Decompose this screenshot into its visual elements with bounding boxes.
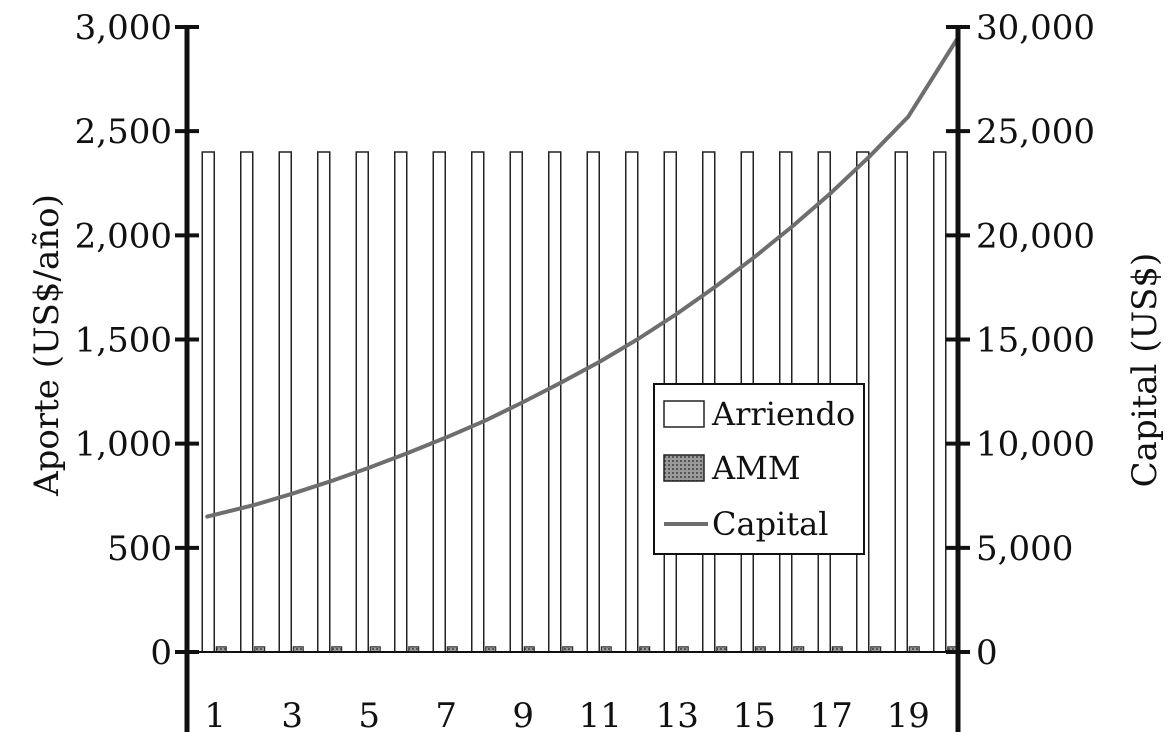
y-left-tick-label: 1,500	[75, 321, 172, 361]
capital-point	[868, 154, 872, 158]
y-right-axis-title: Capital (US$)	[1125, 253, 1165, 488]
x-tick-label: 19	[887, 696, 930, 732]
capital-line-group	[205, 37, 959, 519]
bar-arriendo	[394, 151, 408, 653]
y-right-tick-label: 20,000	[976, 216, 1095, 256]
legend-label-amm: AMM	[711, 449, 801, 487]
bar-arriendo	[240, 151, 254, 653]
axes-group	[175, 25, 970, 732]
legend-label-capital: Capital	[712, 505, 828, 543]
x-tick-label: 5	[358, 696, 380, 732]
bar-arriendo	[471, 151, 485, 653]
legend-label-arriendo: Arriendo	[711, 395, 855, 433]
capital-point	[252, 503, 256, 507]
bar-arriendo	[894, 151, 908, 653]
y-left-tick-label: 3,000	[75, 8, 172, 48]
capital-point	[290, 492, 294, 496]
legend-swatch-arriendo	[663, 400, 705, 428]
bar-arriendo	[201, 151, 215, 653]
y-left-tick-label: 500	[107, 529, 172, 569]
capital-point	[791, 224, 795, 228]
bar-arriendo	[432, 151, 446, 653]
capital-point	[406, 451, 410, 455]
bar-arriendo	[548, 151, 562, 653]
x-tick-label: 15	[733, 696, 776, 732]
y-left-tick-label: 1,000	[75, 425, 172, 465]
bar-arriendo	[317, 151, 331, 653]
capital-point	[906, 115, 910, 119]
x-tick-label: 1	[204, 696, 226, 732]
x-tick-label: 13	[656, 696, 699, 732]
y-right-tick-label: 25,000	[976, 112, 1095, 152]
y-right-tick-label: 30,000	[976, 8, 1095, 48]
capital-point	[521, 400, 525, 404]
bar-arriendo	[355, 151, 369, 653]
y-left-tick-label: 2,000	[75, 216, 172, 256]
y-right-tick-label: 0	[976, 633, 998, 673]
capital-point	[675, 311, 679, 315]
capital-point	[483, 419, 487, 423]
bar-arriendo	[278, 151, 292, 653]
x-tick-label: 9	[512, 696, 534, 732]
capital-point	[560, 380, 564, 384]
legend-swatch-amm	[663, 454, 705, 482]
capital-point	[637, 336, 641, 340]
y-left-tick-label: 0	[150, 633, 172, 673]
x-tick-label: 3	[281, 696, 303, 732]
capital-line	[205, 37, 959, 519]
capital-point	[829, 191, 833, 195]
bar-arriendo	[933, 151, 947, 653]
bar-arriendo	[625, 151, 639, 653]
y-right-tick-label: 15,000	[976, 321, 1095, 361]
capital-point	[444, 435, 448, 439]
x-tick-label: 17	[810, 696, 853, 732]
capital-point	[598, 359, 602, 363]
capital-point	[329, 479, 333, 483]
y-right-tick-label: 10,000	[976, 425, 1095, 465]
x-tick-label: 11	[579, 696, 622, 732]
y-right-tick-label: 5,000	[976, 529, 1073, 569]
capital-point	[367, 466, 371, 470]
capital-point	[714, 284, 718, 288]
capital-point	[752, 255, 756, 259]
tick-labels-group: 0 500 1,000 1,500 2,000 2,500 3,000 0 5,000 10,00…	[75, 8, 1095, 732]
capital-point	[205, 515, 209, 519]
legend: Arriendo AMM Capital	[653, 383, 865, 555]
bar-arriendo	[586, 151, 600, 653]
y-left-tick-label: 2,500	[75, 112, 172, 152]
y-left-axis-title: Aporte (US$/año)	[27, 194, 67, 497]
x-tick-label: 7	[435, 696, 457, 732]
